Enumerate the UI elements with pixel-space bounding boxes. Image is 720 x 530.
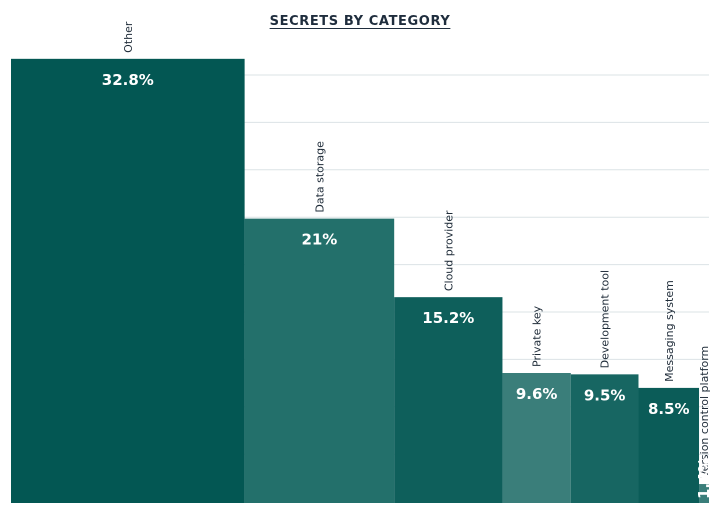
value-label: 32.8% (102, 71, 154, 89)
bar-5 (638, 387, 700, 503)
category-label: Private key (531, 305, 544, 367)
chart-title: SECRETS BY CATEGORY (269, 14, 451, 29)
value-label: 1.4% (695, 457, 713, 499)
bar-0 (11, 58, 245, 503)
category-label: Development tool (599, 270, 612, 368)
value-label: 21% (301, 231, 337, 249)
category-label: Version control platform (698, 346, 711, 478)
bar-4 (570, 374, 639, 503)
value-label: 9.6% (516, 385, 558, 403)
bar-2 (394, 297, 503, 503)
category-label: Data storage (313, 141, 326, 213)
category-label: Cloud provider (442, 210, 455, 291)
category-label: Messaging system (663, 280, 676, 382)
bar-3 (502, 373, 571, 503)
value-label: 8.5% (648, 400, 690, 418)
value-label: 15.2% (422, 309, 474, 327)
category-label: Other (122, 21, 135, 53)
bar-1 (244, 218, 395, 503)
value-label: 9.5% (584, 386, 626, 404)
bar-6 (699, 484, 709, 503)
